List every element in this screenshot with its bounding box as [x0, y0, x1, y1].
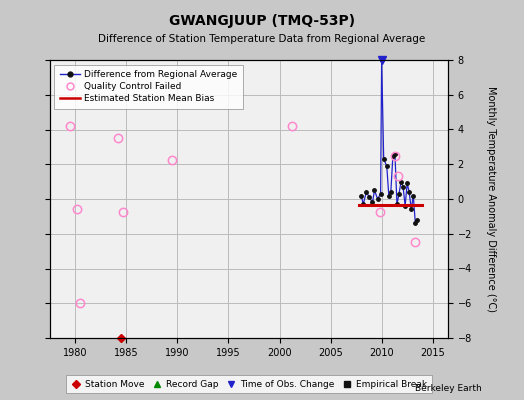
Legend: Station Move, Record Gap, Time of Obs. Change, Empirical Break: Station Move, Record Gap, Time of Obs. C… — [66, 375, 432, 393]
Y-axis label: Monthly Temperature Anomaly Difference (°C): Monthly Temperature Anomaly Difference (… — [486, 86, 496, 312]
Text: Difference of Station Temperature Data from Regional Average: Difference of Station Temperature Data f… — [99, 34, 425, 44]
Text: Berkeley Earth: Berkeley Earth — [416, 384, 482, 393]
Text: GWANGJUUP (TMQ-53P): GWANGJUUP (TMQ-53P) — [169, 14, 355, 28]
